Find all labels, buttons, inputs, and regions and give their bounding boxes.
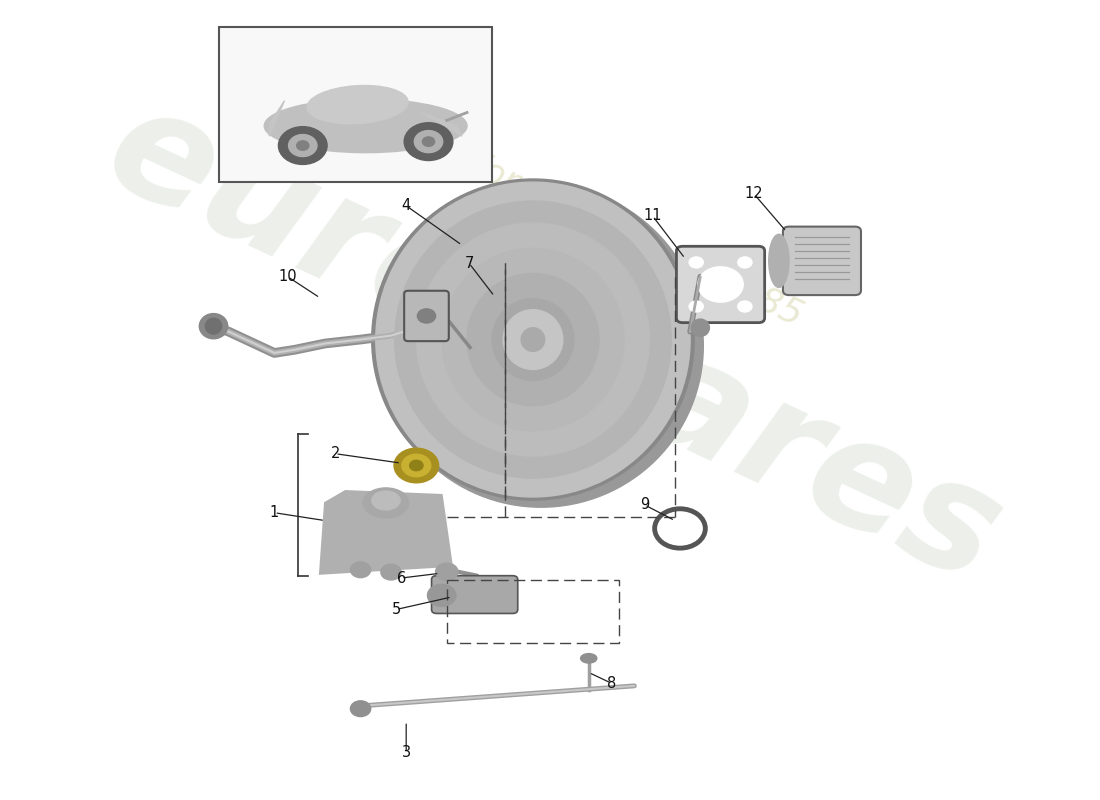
Ellipse shape: [199, 314, 228, 338]
Ellipse shape: [442, 248, 624, 431]
Circle shape: [351, 562, 371, 578]
Ellipse shape: [503, 310, 563, 370]
FancyBboxPatch shape: [783, 226, 861, 295]
Ellipse shape: [492, 298, 574, 381]
Text: eurospares: eurospares: [84, 72, 1023, 615]
Polygon shape: [270, 101, 285, 136]
Circle shape: [288, 134, 317, 157]
Ellipse shape: [769, 234, 789, 287]
Ellipse shape: [378, 185, 703, 507]
Circle shape: [404, 122, 453, 161]
Circle shape: [351, 701, 371, 717]
Circle shape: [278, 126, 327, 165]
Text: 2: 2: [330, 446, 340, 461]
Ellipse shape: [363, 488, 409, 518]
Text: 11: 11: [644, 209, 662, 223]
FancyBboxPatch shape: [676, 246, 764, 322]
Ellipse shape: [466, 274, 600, 406]
Ellipse shape: [581, 654, 597, 663]
Polygon shape: [320, 491, 452, 574]
Text: 9: 9: [640, 498, 649, 512]
Circle shape: [738, 301, 752, 312]
Ellipse shape: [376, 182, 690, 497]
Text: 12: 12: [745, 186, 763, 202]
Bar: [447, 580, 619, 642]
Ellipse shape: [206, 318, 221, 334]
Circle shape: [738, 257, 752, 268]
Bar: [219, 27, 493, 182]
Text: 3: 3: [402, 746, 410, 760]
Circle shape: [297, 141, 309, 150]
Circle shape: [654, 509, 705, 548]
Ellipse shape: [395, 201, 671, 478]
Ellipse shape: [417, 223, 649, 456]
Polygon shape: [421, 113, 462, 136]
Circle shape: [698, 267, 742, 302]
Text: 5: 5: [392, 602, 400, 617]
Circle shape: [415, 130, 442, 153]
Ellipse shape: [372, 491, 400, 510]
Text: 1: 1: [270, 506, 279, 520]
Ellipse shape: [436, 563, 458, 581]
Text: 6: 6: [396, 570, 406, 586]
Circle shape: [422, 137, 435, 146]
Circle shape: [409, 460, 424, 470]
Circle shape: [381, 564, 402, 580]
Ellipse shape: [372, 179, 694, 500]
Circle shape: [689, 301, 703, 312]
Circle shape: [402, 454, 431, 477]
FancyBboxPatch shape: [404, 290, 449, 341]
Ellipse shape: [521, 328, 544, 351]
FancyBboxPatch shape: [431, 576, 518, 614]
Text: 7: 7: [464, 256, 474, 270]
Text: a passion for parts since 1985: a passion for parts since 1985: [299, 71, 807, 333]
Ellipse shape: [264, 99, 468, 153]
Ellipse shape: [307, 86, 408, 124]
Text: 8: 8: [607, 676, 617, 691]
Circle shape: [417, 309, 436, 323]
Circle shape: [394, 448, 439, 483]
Text: 10: 10: [278, 269, 297, 284]
Text: 4: 4: [402, 198, 410, 214]
Circle shape: [428, 584, 455, 606]
Circle shape: [689, 257, 703, 268]
Ellipse shape: [691, 319, 710, 337]
